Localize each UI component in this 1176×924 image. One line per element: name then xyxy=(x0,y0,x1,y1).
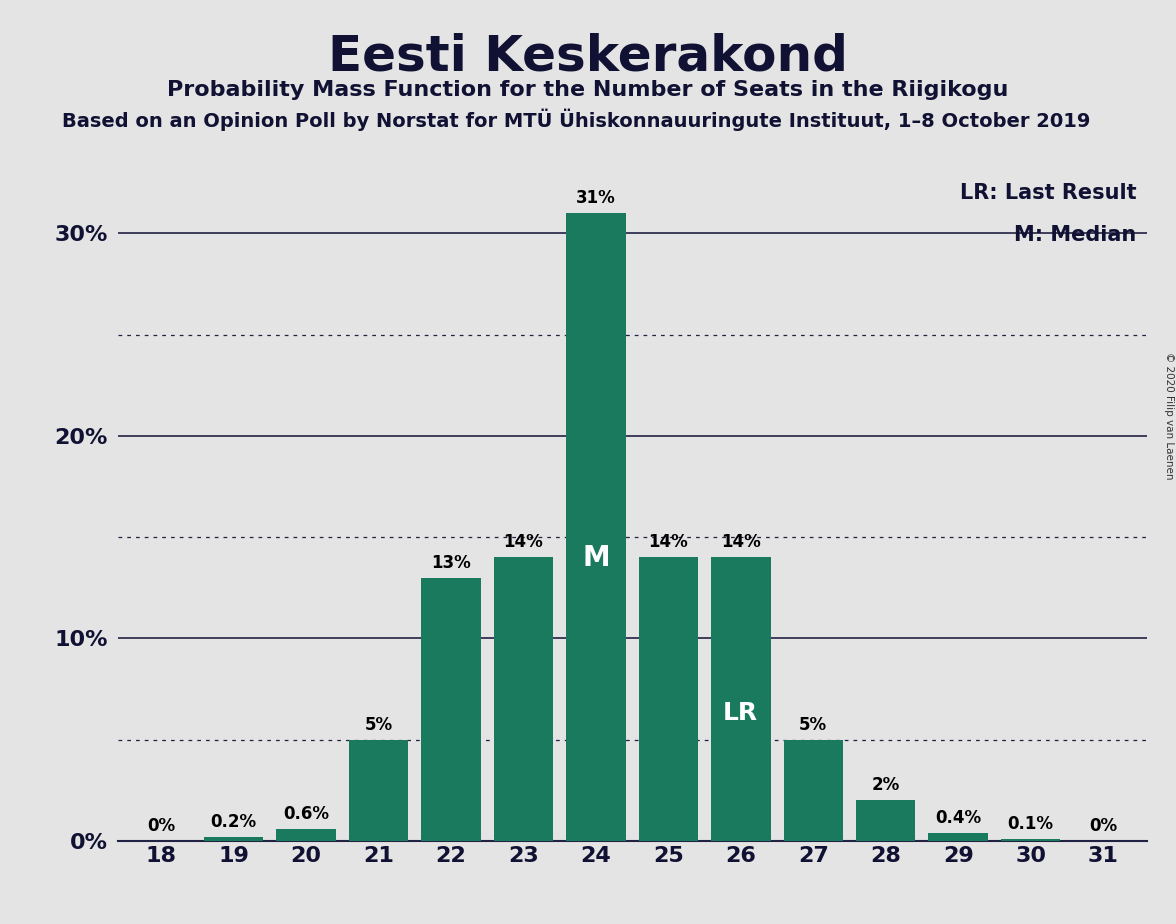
Text: Probability Mass Function for the Number of Seats in the Riigikogu: Probability Mass Function for the Number… xyxy=(167,80,1009,101)
Bar xyxy=(783,739,843,841)
Text: 0.6%: 0.6% xyxy=(283,805,329,822)
Text: M: Median: M: Median xyxy=(1014,225,1136,245)
Text: Based on an Opinion Poll by Norstat for MTÜ Ühiskonnauuringute Instituut, 1–8 Oc: Based on an Opinion Poll by Norstat for … xyxy=(62,109,1090,131)
Text: © 2020 Filip van Laenen: © 2020 Filip van Laenen xyxy=(1163,352,1174,480)
Text: LR: LR xyxy=(723,701,759,725)
Bar xyxy=(711,557,770,841)
Text: M: M xyxy=(582,544,609,572)
Text: 31%: 31% xyxy=(576,189,616,207)
Bar xyxy=(856,800,915,841)
Text: 5%: 5% xyxy=(365,715,393,734)
Bar xyxy=(203,837,263,841)
Bar xyxy=(639,557,699,841)
Text: 2%: 2% xyxy=(871,776,900,795)
Text: 14%: 14% xyxy=(648,533,688,552)
Text: 0.2%: 0.2% xyxy=(211,813,256,831)
Bar xyxy=(276,829,335,841)
Text: 0%: 0% xyxy=(1089,817,1117,834)
Bar xyxy=(349,739,408,841)
Text: 0%: 0% xyxy=(147,817,175,834)
Text: 0.4%: 0.4% xyxy=(935,808,981,827)
Text: LR: Last Result: LR: Last Result xyxy=(960,184,1136,203)
Text: 13%: 13% xyxy=(432,553,470,572)
Text: 14%: 14% xyxy=(503,533,543,552)
Bar xyxy=(1001,839,1061,841)
Text: Eesti Keskerakond: Eesti Keskerakond xyxy=(328,32,848,80)
Bar xyxy=(421,578,481,841)
Bar xyxy=(494,557,553,841)
Bar xyxy=(929,833,988,841)
Text: 5%: 5% xyxy=(800,715,828,734)
Text: 0.1%: 0.1% xyxy=(1008,815,1054,833)
Bar xyxy=(566,213,626,841)
Text: 14%: 14% xyxy=(721,533,761,552)
